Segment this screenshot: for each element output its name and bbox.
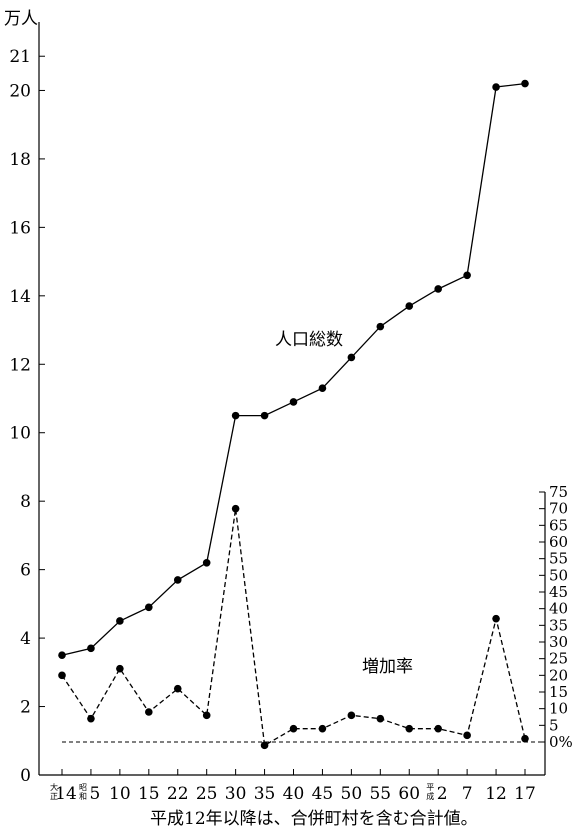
rate-point [492,614,500,623]
x-tick-label: 14 [55,784,77,804]
right-tick-label: 10 [549,700,568,718]
right-tick-label: 60 [549,533,568,551]
x-tick-label: 45 [312,784,334,804]
left-tick-label: 21 [9,47,31,67]
rate-point [347,711,356,720]
x-tick-label: 15 [138,784,160,804]
rate-point [231,504,240,513]
population-point [87,644,95,653]
right-tick-label: 5 [549,716,559,734]
rate-point [434,724,442,733]
population-point [58,651,66,660]
rate-point [202,711,211,720]
left-tick-label: 18 [9,150,31,170]
left-tick-label: 20 [9,81,31,101]
population-point [492,83,500,91]
x-tick-label: 17 [514,784,536,804]
right-tick-label: 75 [549,483,568,501]
left-axis-unit: 万人 [4,9,38,29]
x-tick-label: 40 [283,784,305,804]
x-tick-label: 7 [462,784,473,804]
right-tick-label: 30 [549,633,568,651]
rate-point [260,741,269,750]
left-tick-label: 10 [9,424,31,444]
population-point [202,558,211,567]
population-point [521,79,529,88]
x-era-label: 正 [50,792,58,801]
footnote: 平成12年以降は、合併町村を含む合計値。 [150,809,478,829]
x-tick-label: 22 [167,784,189,804]
right-tick-label: 65 [549,516,568,534]
x-era-label: 平 [426,783,434,792]
x-tick-label: 25 [196,784,218,804]
rate-point [521,734,529,743]
population-point [434,285,442,293]
right-tick-label: 55 [549,550,568,568]
rate-point [87,714,95,723]
rate-line [61,508,526,747]
x-tick-label: 10 [109,784,131,804]
x-era-label: 和 [79,792,87,801]
rate-point [405,724,414,733]
x-era-label: 大 [50,782,58,792]
left-tick-label: 2 [20,698,31,718]
x-era-label: 成 [426,791,434,801]
left-tick-label: 4 [20,629,31,649]
x-tick-label: 5 [90,784,101,804]
population-point [260,411,269,420]
population-point [405,302,414,310]
population-point [289,398,298,406]
population-point [376,322,385,331]
rate-point [376,714,385,723]
x-tick-label: 60 [398,784,420,804]
population-point [318,384,327,393]
population-point [347,353,356,362]
rate-series-label: 増加率 [362,657,413,677]
right-tick-label: 40 [549,600,568,618]
population-point [231,411,240,420]
rate-point [145,708,153,716]
x-tick-label: 2 [437,784,448,804]
right-tick-label: 35 [549,616,568,634]
right-tick-label: 20 [549,666,568,684]
right-tick-label: 25 [549,650,568,668]
left-tick-label: 8 [20,492,31,512]
left-tick-label: 6 [20,561,31,581]
x-tick-label: 12 [485,784,507,804]
x-tick-label: 35 [254,784,276,804]
population-series-label: 人口総数 [275,330,343,350]
population-point [116,617,124,625]
right-tick-label: 45 [549,583,568,601]
right-tick-label: 50 [549,566,568,584]
rate-point [116,664,124,673]
rate-point [463,731,471,740]
right-tick-label: 15 [549,683,568,701]
population-point [173,576,182,584]
population-point [145,603,153,612]
left-tick-label: 0 [20,766,31,786]
x-era-label: 昭 [79,783,87,792]
rate-point [289,724,298,733]
right-tick-label: 70 [549,500,568,518]
population-point [463,271,471,280]
rate-point [318,724,327,733]
x-tick-label: 30 [225,784,247,804]
x-tick-label: 50 [341,784,363,804]
left-tick-label: 14 [9,287,31,307]
x-tick-label: 55 [369,784,391,804]
rate-point [173,684,182,693]
right-tick-label: 0% [549,733,573,751]
population-line [61,82,526,656]
rate-point [58,671,66,680]
left-axis: 万人 0 2 4 6 8 10 12 14 16 18 20 21 [4,9,45,786]
left-tick-label: 16 [9,218,31,238]
left-tick-label: 12 [9,355,31,375]
